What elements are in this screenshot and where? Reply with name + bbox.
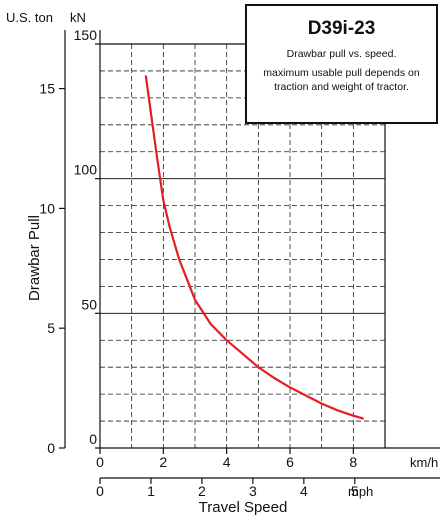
x-axis-title: Travel Speed — [199, 499, 288, 516]
y-unit-kn: kN — [70, 10, 86, 25]
x-tick-label-mph: 1 — [147, 483, 155, 499]
x-tick-label-kmh: 8 — [349, 454, 357, 470]
y-tick-label-ton: 15 — [39, 81, 55, 97]
x-unit-mph: mph — [348, 484, 373, 499]
chart-info-box: D39i-23 Drawbar pull vs. speed. maximum … — [245, 4, 438, 124]
chart-axis-labels: U.S. ton kN km/h mph Drawbar Pull Travel Spee… — [6, 10, 438, 516]
y-tick-label-kn: 50 — [81, 296, 97, 312]
y-tick-label-kn: 150 — [74, 27, 98, 43]
x-tick-label-kmh: 4 — [223, 454, 231, 470]
chart-series — [144, 75, 364, 420]
x-tick-label-kmh: 0 — [96, 454, 104, 470]
y-unit-ton: U.S. ton — [6, 10, 53, 25]
y-tick-label-kn: 100 — [74, 162, 98, 178]
x-tick-label-mph: 3 — [249, 483, 257, 499]
y-axis-title: Drawbar Pull — [26, 215, 43, 301]
chart-note: maximum usable pull depends on traction … — [263, 67, 420, 93]
x-tick-label-kmh: 2 — [159, 454, 167, 470]
x-tick-label-mph: 0 — [96, 483, 104, 499]
y-tick-label-ton: 0 — [47, 440, 55, 456]
y-tick-label-kn: 0 — [89, 431, 97, 447]
series-line-0 — [144, 75, 364, 420]
chart-title: D39i-23 — [307, 18, 376, 39]
y-tick-label-ton: 5 — [47, 320, 55, 336]
x-tick-label-mph: 5 — [351, 483, 359, 499]
x-tick-label-mph: 4 — [300, 483, 308, 499]
x-unit-kmh: km/h — [410, 455, 438, 470]
y-tick-label-ton: 10 — [39, 200, 55, 216]
x-tick-label-kmh: 6 — [286, 454, 294, 470]
chart-subtitle: Drawbar pull vs. speed. — [286, 48, 397, 60]
x-tick-label-mph: 2 — [198, 483, 206, 499]
